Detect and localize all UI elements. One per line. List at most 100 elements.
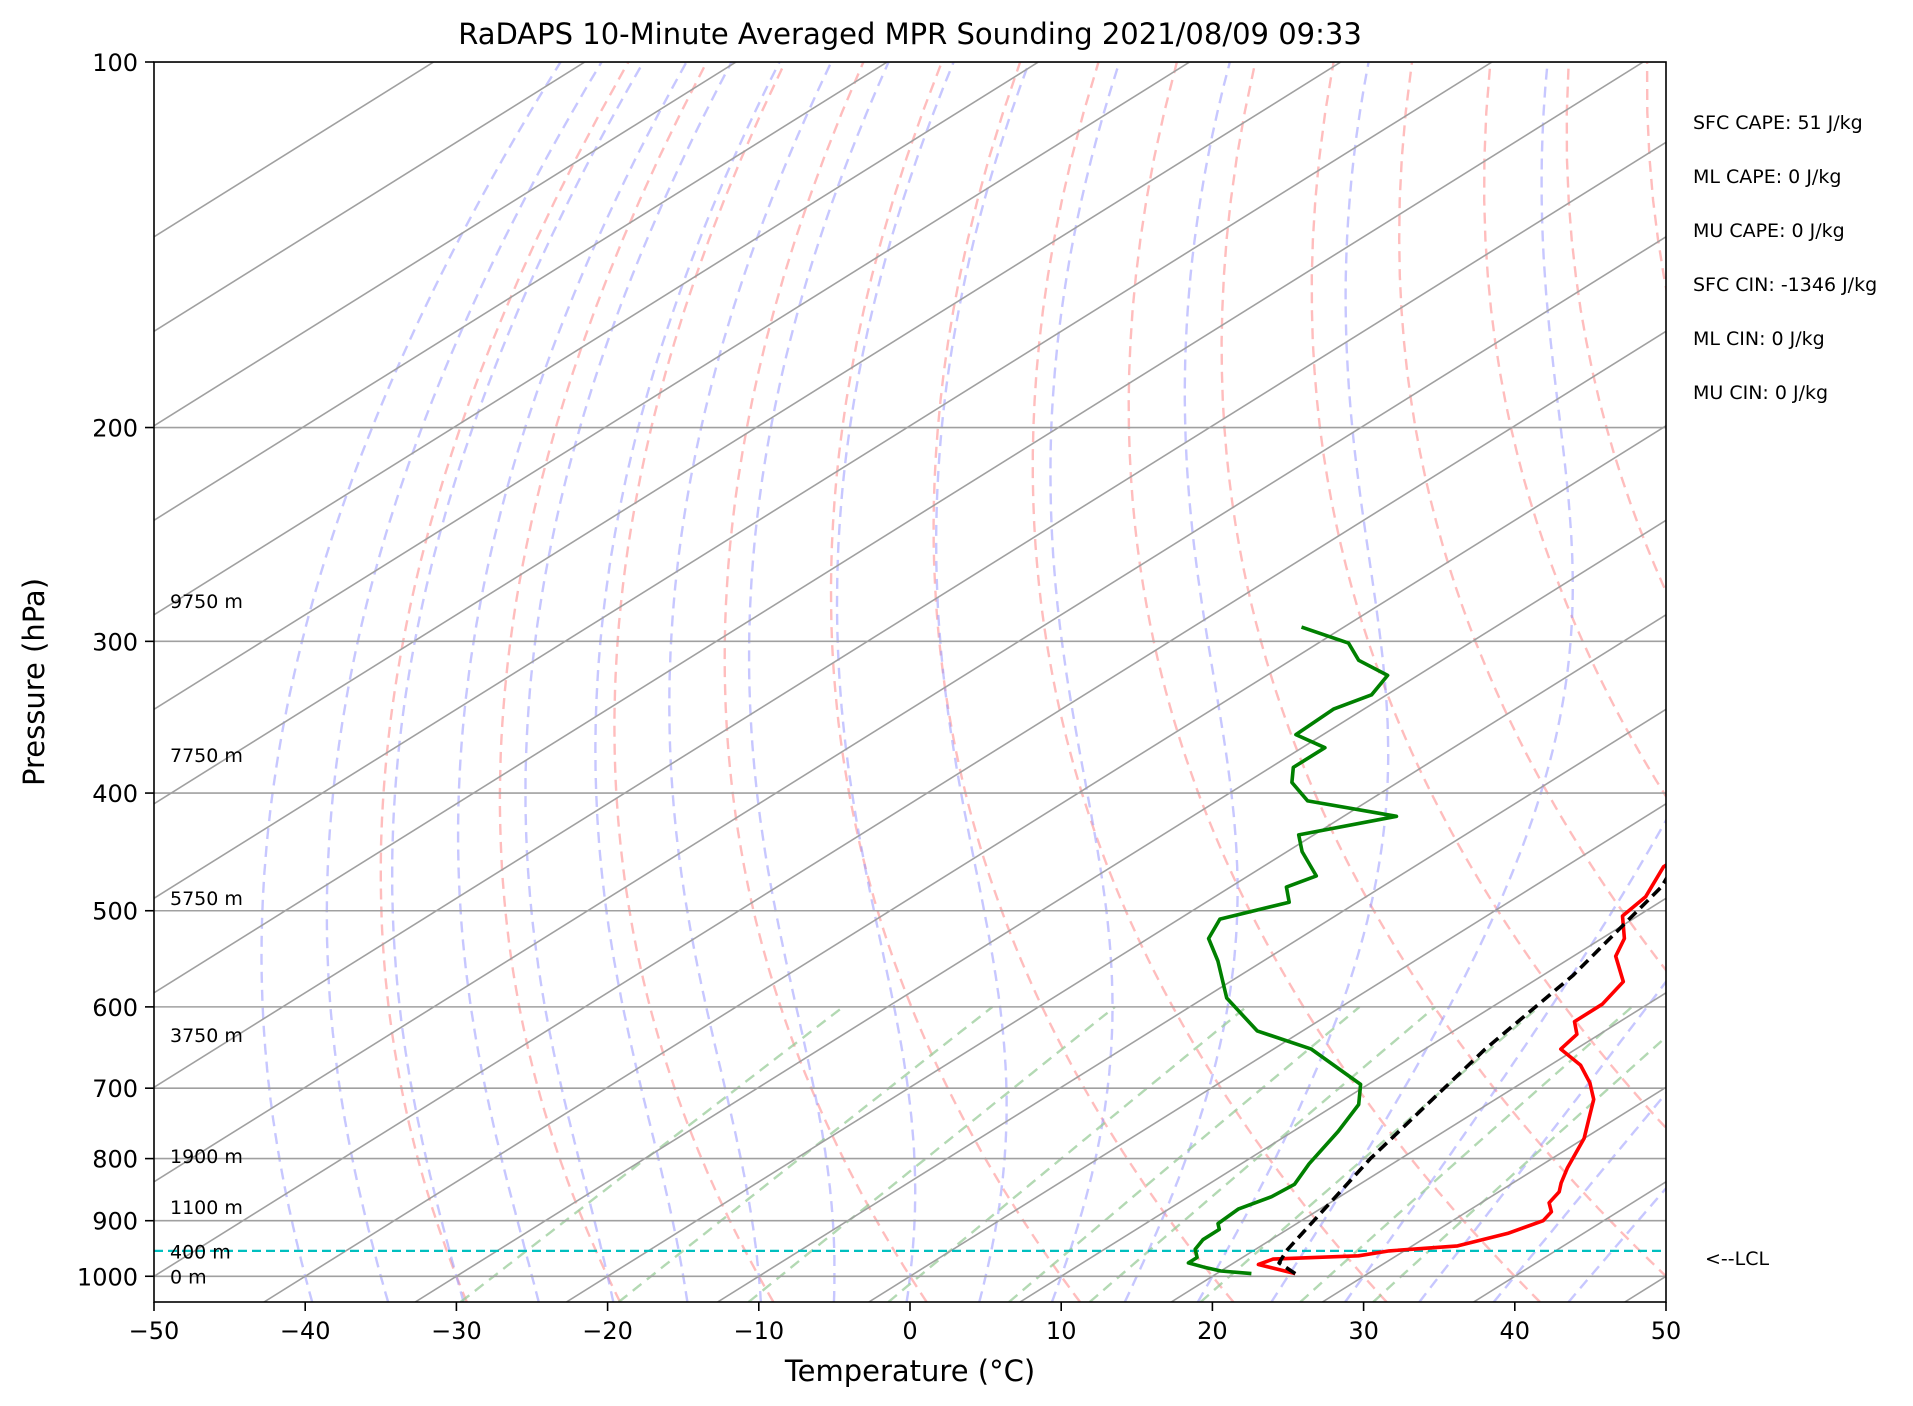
y-tick-label: 100 <box>92 49 138 77</box>
y-tick-label: 800 <box>92 1146 138 1174</box>
dry-adiabat <box>1804 62 1913 1302</box>
height-label: 3750 m <box>170 1025 243 1047</box>
dry-adiabat <box>1565 62 1666 595</box>
isotherm <box>154 62 737 427</box>
isotherm <box>1473 1180 1666 1302</box>
chart-title: RaDAPS 10-Minute Averaged MPR Sounding 2… <box>458 17 1362 51</box>
dry-adiabat <box>1220 62 1666 1278</box>
stat-annotation: SFC CAPE: 51 J/kg <box>1693 112 1863 134</box>
dry-adiabat <box>498 62 708 1302</box>
stat-annotation: MU CIN: 0 J/kg <box>1693 382 1828 404</box>
dry-adiabat <box>1645 62 1666 294</box>
dewpoint-profile <box>1186 625 1399 1276</box>
moist-adiabat <box>1418 979 1666 1302</box>
dry-adiabat <box>1726 62 1913 1302</box>
dry-adiabat <box>1482 62 1666 799</box>
y-tick-label: 200 <box>92 415 138 443</box>
moist-adiabat <box>594 62 781 1302</box>
background-lines <box>154 62 1913 1302</box>
moist-adiabat <box>391 62 645 1302</box>
x-tick-label: −10 <box>733 1317 784 1345</box>
height-label: 1100 m <box>170 1197 243 1219</box>
mixing-ratio-line <box>1372 1035 1666 1302</box>
isotherm <box>263 424 1666 1302</box>
x-tick-label: 30 <box>1348 1317 1379 1345</box>
moist-adiabat <box>456 62 688 1302</box>
y-tick-label: 700 <box>92 1075 138 1103</box>
stat-annotation: SFC CIN: -1346 J/kg <box>1693 274 1877 296</box>
y-tick-label: 900 <box>92 1208 138 1236</box>
dry-adiabat <box>1031 62 1388 1302</box>
dry-adiabat <box>1882 62 1913 1302</box>
moist-adiabat <box>1270 62 1575 1302</box>
dry-adiabat <box>613 62 787 1302</box>
lcl-label: <--LCL <box>1705 1248 1769 1270</box>
moist-adiabat <box>1196 62 1390 1302</box>
stat-annotation: MU CAPE: 0 J/kg <box>1693 220 1845 242</box>
parcel-profile <box>1277 875 1666 1276</box>
isotherm <box>154 141 1666 1089</box>
x-tick-label: −30 <box>431 1317 482 1345</box>
isotherm <box>154 62 1039 616</box>
height-label: 0 m <box>170 1266 207 1288</box>
mixing-ratio-line <box>459 1005 844 1302</box>
stat-annotation: ML CIN: 0 J/kg <box>1693 328 1825 350</box>
moist-adiabat <box>1567 1186 1666 1302</box>
isotherm <box>154 62 1342 805</box>
isotherm <box>154 62 1493 900</box>
isotherm <box>414 519 1666 1302</box>
y-tick-label: 300 <box>92 628 138 656</box>
mixing-ratio-line <box>1008 1005 1361 1302</box>
isotherm <box>154 62 888 522</box>
height-label: 5750 m <box>170 888 243 910</box>
dry-adiabat <box>1310 62 1666 1130</box>
x-tick-label: −20 <box>582 1317 633 1345</box>
y-tick-label: 400 <box>92 780 138 808</box>
mixing-ratio-line <box>747 1005 1116 1302</box>
x-tick-label: 10 <box>1046 1317 1077 1345</box>
x-tick-label: −40 <box>280 1317 331 1345</box>
isotherm <box>154 235 1666 1183</box>
moist-adiabat <box>1123 62 1239 1302</box>
annotations: 9750 m 7750 m 5750 m 3750 m 1900 m 1100 m 400 … <box>170 112 1877 1288</box>
isotherm <box>154 62 586 333</box>
isotherm <box>154 62 1644 994</box>
plot-frame <box>153 61 1667 1303</box>
isotherm <box>154 62 435 238</box>
height-label: 1900 m <box>170 1146 243 1168</box>
dry-adiabat <box>379 62 630 1302</box>
dry-adiabat <box>829 62 1082 1302</box>
height-label: 7750 m <box>170 745 243 767</box>
y-tick-label: 600 <box>92 994 138 1022</box>
x-tick-label: 50 <box>1651 1317 1682 1345</box>
x-tick-label: 40 <box>1500 1317 1531 1345</box>
x-tick-label: 20 <box>1197 1317 1228 1345</box>
mixing-ratio-line <box>887 1005 1248 1302</box>
dry-adiabat <box>932 62 1235 1302</box>
dry-adiabat <box>723 62 928 1302</box>
isotherm <box>1624 1275 1666 1302</box>
dry-adiabat <box>1397 62 1666 973</box>
mixing-ratio-line <box>617 1005 994 1302</box>
isotherm <box>1019 897 1666 1302</box>
moist-adiabat <box>524 62 733 1302</box>
height-label: 9750 m <box>170 591 243 613</box>
moist-adiabat <box>835 62 955 1302</box>
height-label: 400 m <box>170 1241 231 1263</box>
moist-adiabat <box>935 62 1031 1302</box>
isotherm <box>1170 991 1666 1302</box>
isotherm <box>566 613 1666 1302</box>
isotherm <box>717 708 1666 1302</box>
sounding-profiles <box>1186 625 1666 1276</box>
x-axis-label: Temperature (°C) <box>784 1354 1035 1388</box>
y-tick-label: 1000 <box>77 1263 138 1291</box>
temperature-profile <box>1256 863 1666 1276</box>
isotherm <box>154 62 1191 711</box>
y-axis-label: Pressure (hPa) <box>17 578 51 786</box>
y-tick-label: 500 <box>92 898 138 926</box>
axes: −50 −40 −30 −20 −10 0 10 20 30 40 50 100 200 300 400 50… <box>77 49 1681 1345</box>
x-tick-label: −50 <box>129 1317 180 1345</box>
mixing-ratio-line <box>1088 1005 1436 1302</box>
moist-adiabat <box>747 62 890 1302</box>
